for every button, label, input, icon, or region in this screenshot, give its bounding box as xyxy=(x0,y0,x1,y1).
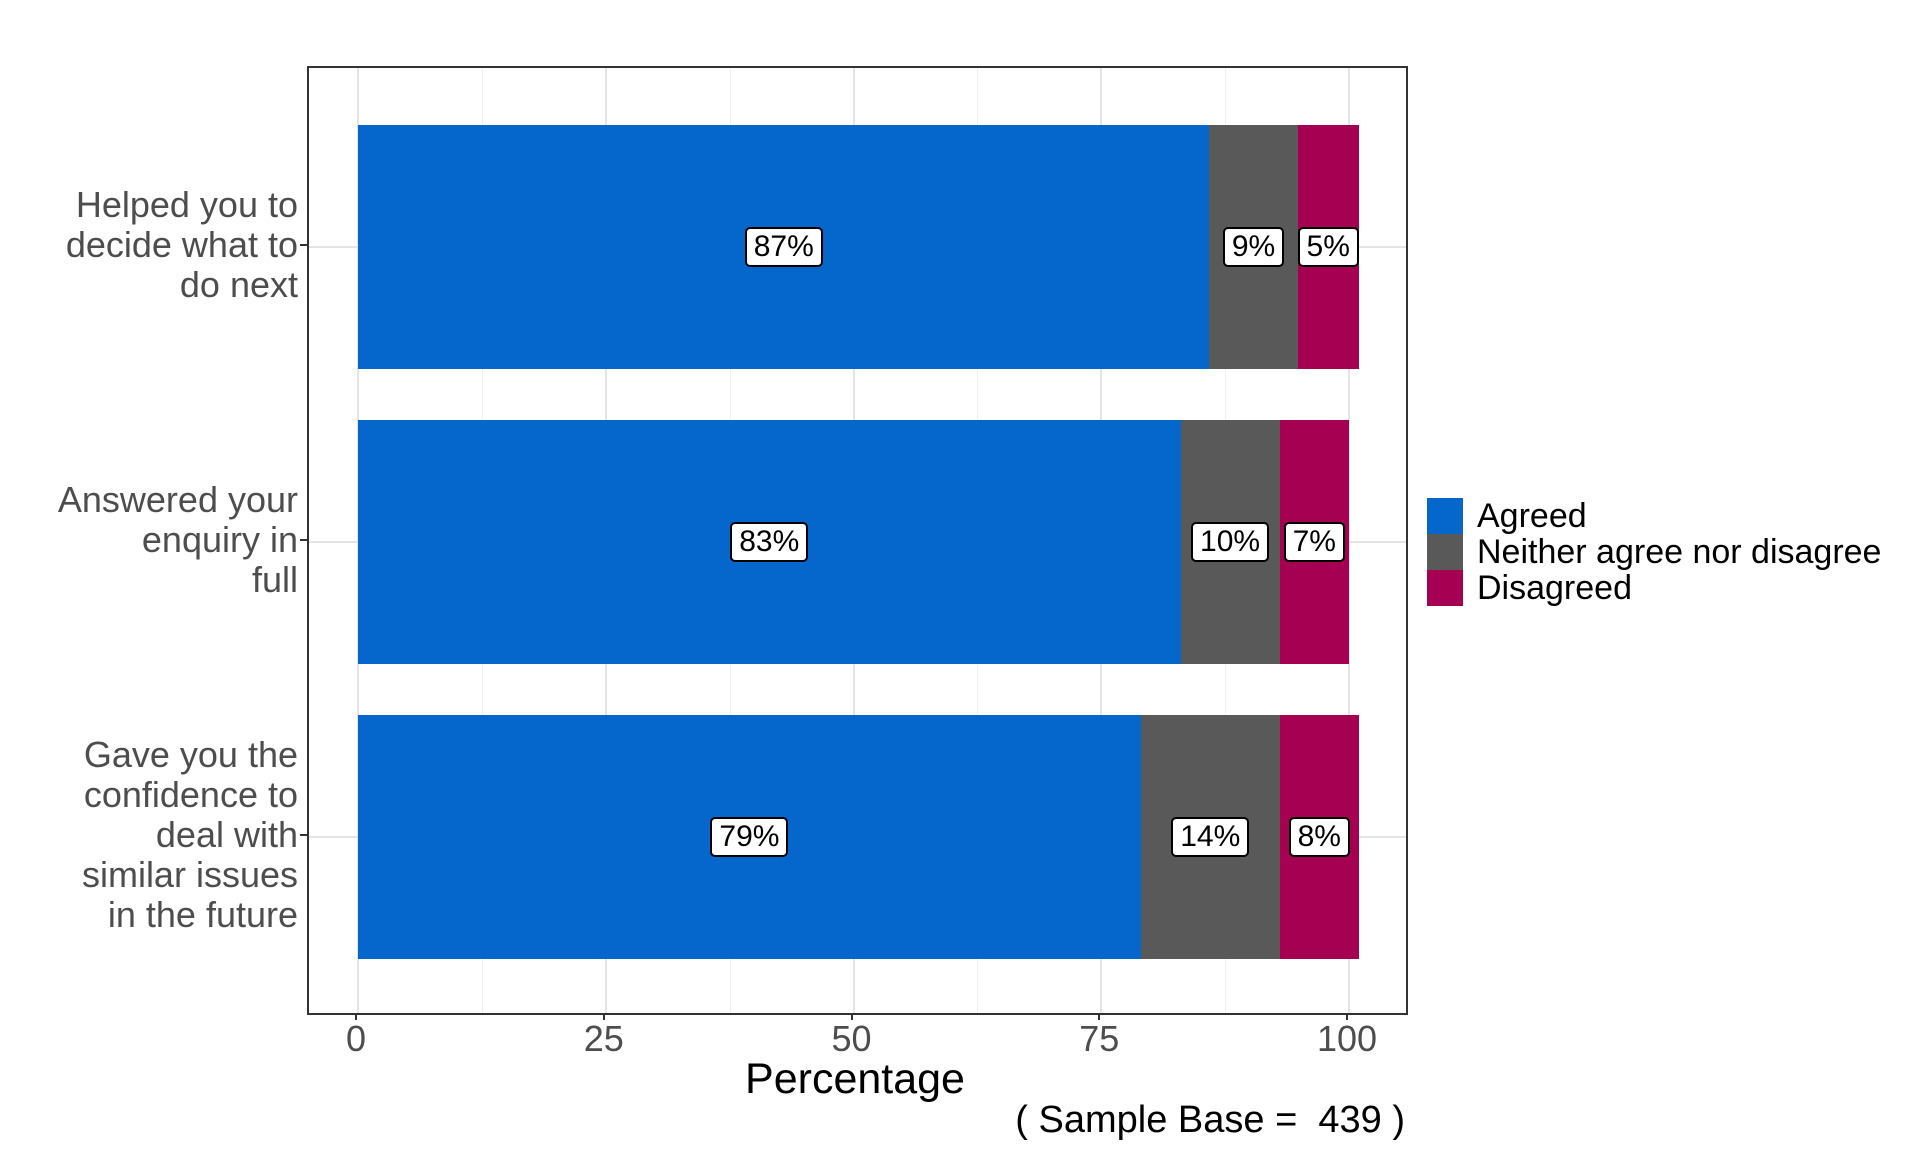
x-axis-tick xyxy=(1098,1013,1101,1020)
y-axis-category-label: Helped you to decide what to do next xyxy=(0,185,298,305)
x-axis-tick xyxy=(1346,1013,1348,1020)
value-label: 8% xyxy=(1288,817,1350,857)
y-axis-category-label-line: decide what to xyxy=(65,224,298,265)
legend: Agreed Neither agree nor disagree Disagree… xyxy=(1427,498,1881,606)
y-axis-category-label-line: in the future xyxy=(107,894,298,935)
value-label: 10% xyxy=(1191,522,1270,562)
y-axis-category-label-line: enquiry in xyxy=(141,519,298,560)
x-axis-tick-label: 75 xyxy=(1079,1018,1120,1059)
legend-item: Disagreed xyxy=(1427,570,1881,606)
y-axis-category-label-line: deal with xyxy=(155,814,298,855)
bar-segment-agreed: 79% xyxy=(358,715,1141,959)
y-axis-category-label-line: Gave you the xyxy=(83,734,298,775)
x-axis-tick-label: 100 xyxy=(1316,1018,1378,1059)
plot-panel: 87% 9% 5% 83% 10% 7% 79% 14% 8% xyxy=(307,66,1408,1015)
bar-segment-neither: 10% xyxy=(1180,420,1280,664)
x-axis-title: Percentage xyxy=(745,1055,965,1103)
legend-item: Neither agree nor disagree xyxy=(1427,534,1881,570)
y-axis-category-label-line: Answered your xyxy=(57,479,298,520)
legend-swatch xyxy=(1427,498,1463,534)
x-axis-tick-label: 25 xyxy=(583,1018,624,1059)
bar-row: 83% 10% 7% xyxy=(358,420,1349,664)
legend-item: Agreed xyxy=(1427,498,1881,534)
value-label: 5% xyxy=(1297,227,1359,267)
y-axis-category-label: Gave you the confidence to deal with simila… xyxy=(0,735,298,935)
y-axis-category-label-line: similar issues xyxy=(81,854,298,895)
bar-segment-disagreed: 7% xyxy=(1279,420,1349,664)
x-axis-tick xyxy=(355,1013,357,1020)
bar-segment-neither: 9% xyxy=(1209,125,1298,369)
value-label: 9% xyxy=(1222,227,1285,267)
bar-row: 87% 9% 5% xyxy=(358,125,1359,369)
x-axis-tick xyxy=(850,1013,853,1020)
value-label: 87% xyxy=(744,227,823,267)
x-axis-tick-label: 50 xyxy=(831,1018,872,1059)
y-axis-category-label-line: do next xyxy=(179,264,298,305)
x-axis-tick xyxy=(602,1013,605,1020)
legend-swatch xyxy=(1427,570,1463,606)
legend-label: Disagreed xyxy=(1477,569,1632,607)
bar-segment-agreed: 83% xyxy=(358,420,1181,664)
major-gridline xyxy=(1348,68,1350,1013)
legend-swatch xyxy=(1427,534,1463,570)
y-axis-tick xyxy=(300,834,307,836)
bar-segment-disagreed: 5% xyxy=(1297,125,1359,369)
legend-label: Neither agree nor disagree xyxy=(1477,533,1882,571)
bar-segment-disagreed: 8% xyxy=(1279,715,1359,959)
value-label: 83% xyxy=(730,522,809,562)
value-label: 79% xyxy=(710,817,789,857)
value-label: 14% xyxy=(1171,817,1250,857)
y-axis-category-label: Answered your enquiry in full xyxy=(0,480,298,600)
y-axis-category-label-line: full xyxy=(251,559,298,600)
y-axis-category-label-line: confidence to xyxy=(83,774,298,815)
y-axis-category-label-line: Helped you to xyxy=(75,184,298,225)
legend-label: Agreed xyxy=(1477,497,1587,535)
y-axis-tick xyxy=(300,244,307,246)
sample-base-caption: ( Sample Base = 439 ) xyxy=(1015,1099,1405,1141)
bar-segment-agreed: 87% xyxy=(358,125,1210,369)
y-axis-tick xyxy=(300,539,307,541)
bar-segment-neither: 14% xyxy=(1140,715,1280,959)
bar-row: 79% 14% 8% xyxy=(358,715,1359,959)
value-label: 7% xyxy=(1283,522,1345,562)
x-axis-tick-label: 0 xyxy=(345,1018,367,1059)
